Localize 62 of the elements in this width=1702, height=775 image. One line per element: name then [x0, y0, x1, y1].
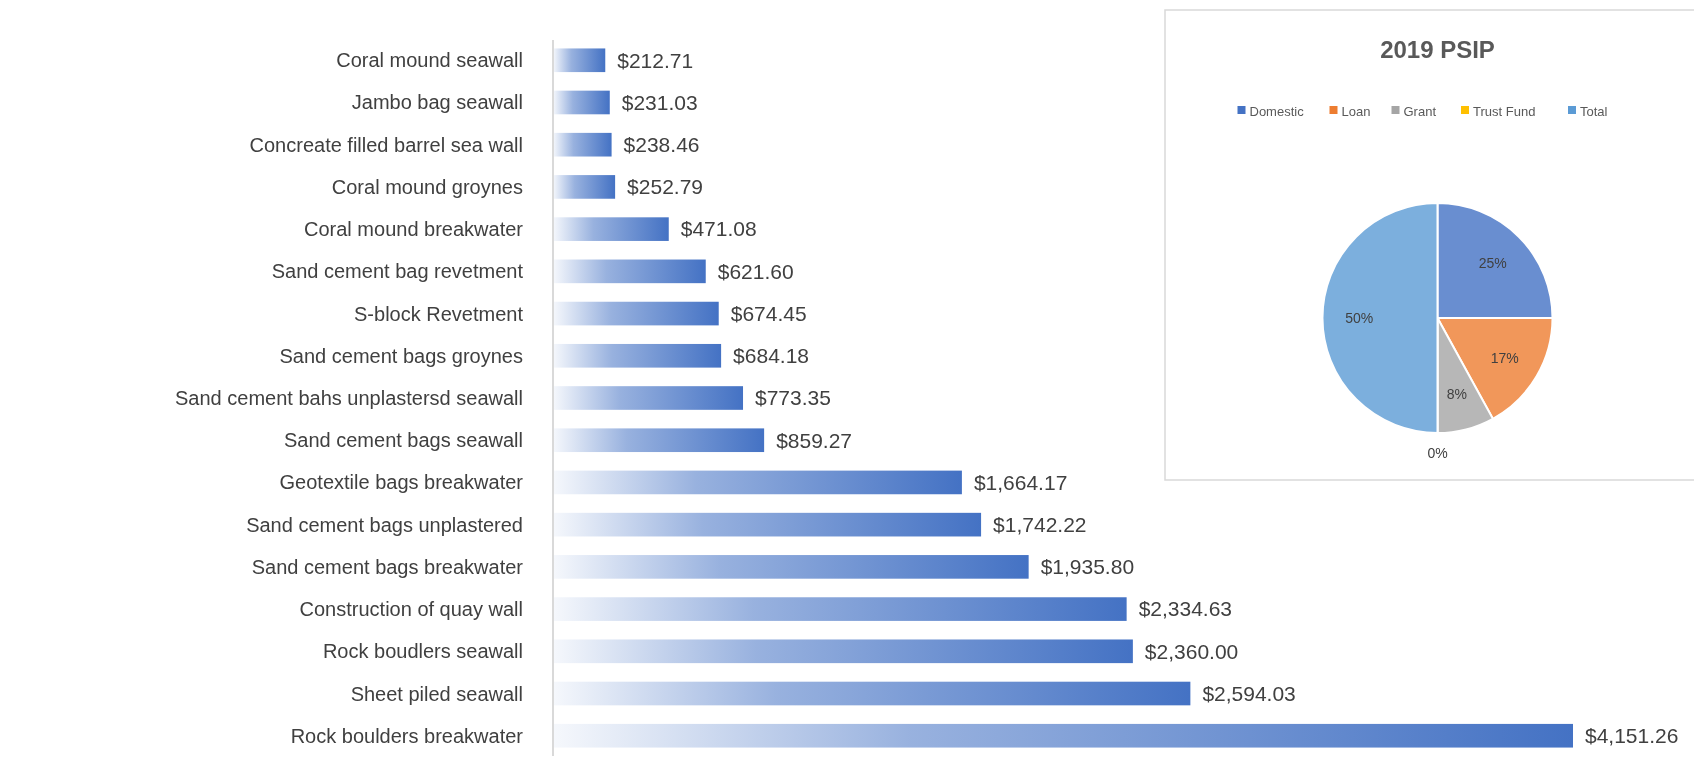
data-label: $212.71	[617, 48, 694, 72]
data-label: 8%	[1446, 385, 1468, 402]
y-tick-label: S-block Revetment	[354, 302, 524, 325]
legend-label: Domestic	[1249, 103, 1305, 119]
chart-title: 2019 PSIP	[1380, 36, 1495, 63]
bar	[553, 555, 1029, 579]
data-label: $1,935.80	[1040, 555, 1135, 579]
y-tick-label: Sand cement bags seawall	[283, 429, 523, 452]
y-tick-label: Sand cement bags breakwater	[251, 555, 524, 578]
bar	[553, 343, 722, 368]
data-label: 50%	[1345, 309, 1374, 326]
y-tick-label: Sand cement bags unplastered	[246, 513, 523, 536]
y-tick-label: Coral mound groynes	[331, 175, 523, 198]
data-label: $684.18	[733, 344, 810, 368]
bar	[553, 217, 669, 241]
legend-label: Trust Fund	[1473, 103, 1536, 119]
bar	[553, 681, 1191, 706]
y-tick-label: Rock boudlers seawall	[322, 640, 523, 663]
data-label: $1,664.17	[973, 470, 1068, 494]
data-label: $674.45	[730, 301, 807, 325]
data-label: $773.35	[755, 386, 831, 410]
y-tick-label: Rock boulders breakwater	[290, 724, 524, 747]
y-tick-label: Coral mound breakwater	[304, 218, 524, 241]
data-label: $238.46	[623, 133, 700, 157]
y-tick-label: Jambo bag seawall	[351, 91, 523, 114]
data-label: $2,594.03	[1202, 681, 1296, 705]
y-tick-label: Geotextile bags breakwater	[279, 471, 524, 494]
data-label: $231.03	[621, 90, 698, 114]
bar	[553, 132, 612, 157]
legend-label: Grant	[1403, 103, 1437, 119]
data-label: $621.60	[717, 259, 794, 283]
y-tick-label: Construction of quay wall	[299, 598, 523, 621]
data-label: $252.79	[627, 175, 704, 199]
bar	[553, 428, 765, 453]
bar	[553, 48, 606, 73]
bar	[553, 597, 1127, 621]
legend-label: Loan	[1341, 103, 1371, 119]
y-tick-label: Sheet piled seawall	[350, 682, 523, 705]
data-label: $2,334.63	[1138, 597, 1233, 621]
legend-label: Total	[1580, 103, 1608, 119]
data-label: $471.08	[680, 217, 757, 241]
data-label: $2,360.00	[1144, 639, 1239, 663]
y-tick-label: Concreate filled barrel sea wall	[249, 133, 523, 156]
data-label: 25%	[1478, 254, 1507, 271]
bar	[553, 90, 610, 115]
data-label: $1,742.22	[993, 513, 1087, 536]
bar	[553, 723, 1573, 748]
y-tick-label: Sand cement bag revetment	[271, 260, 524, 283]
bar	[553, 470, 962, 495]
y-tick-label: Coral mound seawall	[336, 49, 523, 72]
data-label: 17%	[1490, 349, 1519, 366]
y-tick-label: Sand cement bahs unplastersd seawall	[175, 387, 523, 409]
bar	[553, 512, 982, 537]
bar	[553, 259, 706, 284]
y-tick-label: Sand cement bags groynes	[279, 344, 523, 367]
data-label: $4,151.26	[1585, 724, 1679, 748]
text: 0%	[1427, 444, 1448, 461]
bar	[553, 386, 744, 410]
bar	[553, 639, 1133, 664]
data-label: $859.27	[776, 428, 853, 452]
bar	[553, 301, 719, 326]
bar	[553, 175, 616, 199]
